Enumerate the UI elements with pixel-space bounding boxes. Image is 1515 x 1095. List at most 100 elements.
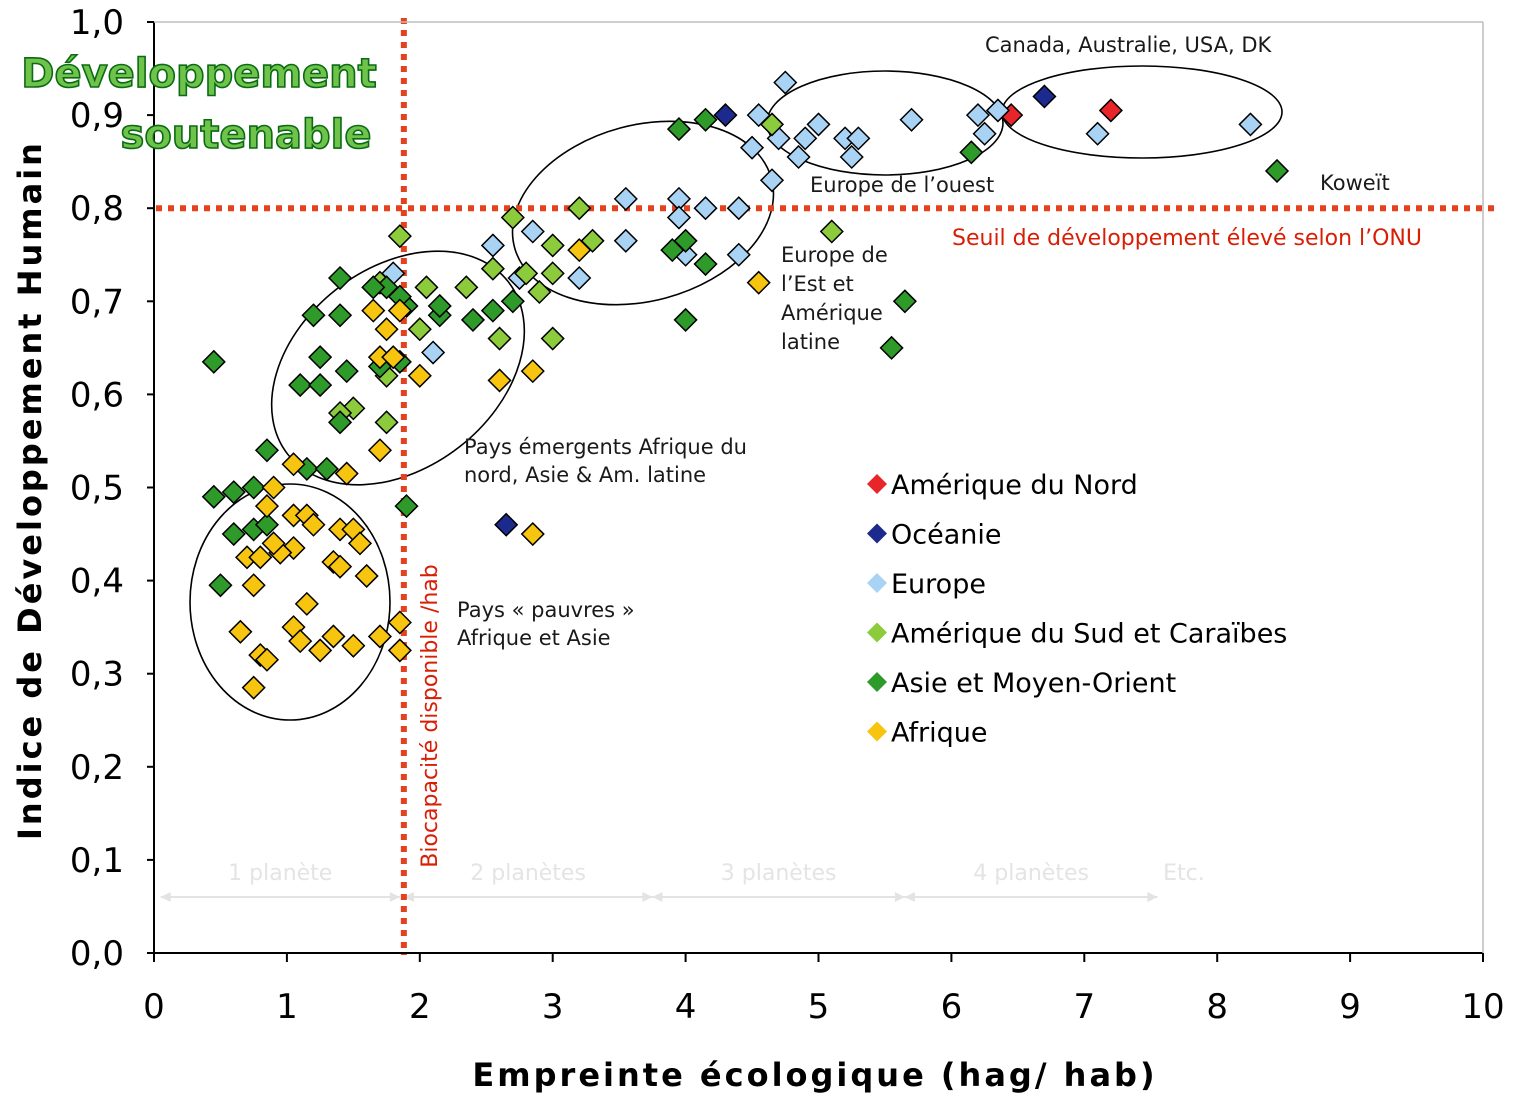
x-tick-label: 2 xyxy=(409,987,431,1027)
planet-arrow-head-left xyxy=(160,892,171,902)
data-point xyxy=(288,373,313,398)
data-point xyxy=(527,279,552,305)
data-point xyxy=(713,103,738,128)
planet-arrow-head-right xyxy=(642,892,653,902)
data-point xyxy=(387,610,412,635)
data-point xyxy=(254,647,280,672)
planet-arrows: 1 planète 2 planètes 3 planètes 4 planètes E… xyxy=(160,861,1205,902)
annotation-emerging: nord, Asie & Am. latine xyxy=(464,463,706,487)
data-point xyxy=(739,135,765,160)
data-point xyxy=(241,675,266,700)
series-am-rique-du-nord xyxy=(999,98,1123,128)
data-point xyxy=(540,261,565,286)
data-point xyxy=(806,112,831,137)
legend-label: Asie et Moyen-Orient xyxy=(891,668,1176,699)
data-point xyxy=(387,224,412,249)
data-point xyxy=(494,512,519,537)
data-point xyxy=(746,270,771,295)
data-point xyxy=(327,265,353,291)
y-tick-label: 0,4 xyxy=(70,562,124,602)
data-point xyxy=(294,591,319,616)
reference-lines xyxy=(156,18,1496,955)
legend-label: Afrique xyxy=(891,718,987,749)
data-point xyxy=(221,480,246,505)
data-point xyxy=(759,112,785,137)
legend-label: Amérique du Sud et Caraïbes xyxy=(891,619,1287,650)
data-point xyxy=(500,289,525,314)
data-point xyxy=(567,196,592,221)
data-point xyxy=(334,359,359,384)
data-point xyxy=(254,438,280,463)
data-point xyxy=(693,251,718,277)
data-point xyxy=(248,545,273,570)
data-point xyxy=(726,196,751,221)
data-point xyxy=(666,205,692,230)
annotations: Développement soutenable Canada, Australie… xyxy=(20,33,1422,868)
data-point xyxy=(500,205,525,230)
data-point xyxy=(334,461,359,486)
data-point xyxy=(613,228,638,253)
data-point xyxy=(613,186,638,211)
y-tick-label: 0,3 xyxy=(70,655,124,695)
legend-marker xyxy=(867,573,887,593)
annotation-east-europe: Amérique xyxy=(781,301,883,325)
data-point xyxy=(1098,98,1123,123)
x-tick-label: 10 xyxy=(1461,987,1504,1027)
data-point xyxy=(288,629,313,654)
planet-arrow-head-left xyxy=(904,892,915,902)
cluster-ellipse xyxy=(1001,65,1283,159)
data-point xyxy=(201,349,226,374)
data-point xyxy=(407,317,432,342)
data-point xyxy=(301,512,326,537)
data-point xyxy=(540,233,565,258)
data-point xyxy=(201,484,226,509)
data-point xyxy=(726,242,751,267)
data-point xyxy=(1032,84,1057,109)
data-point xyxy=(520,359,545,384)
x-tick-label: 4 xyxy=(675,987,697,1027)
legend-item: Asie et Moyen-Orient xyxy=(867,668,1176,699)
data-point xyxy=(819,219,844,244)
y-tick-label: 1,0 xyxy=(70,3,124,43)
data-point xyxy=(480,298,505,323)
data-point xyxy=(301,303,326,328)
y-tick-label: 0,2 xyxy=(70,748,124,788)
data-point xyxy=(480,256,505,281)
cluster-ellipse xyxy=(270,250,526,486)
data-point xyxy=(673,228,698,253)
y-tick-label: 0,8 xyxy=(70,189,124,229)
data-point xyxy=(846,126,871,151)
data-point xyxy=(374,410,399,435)
data-point xyxy=(308,345,333,370)
legend-label: Océanie xyxy=(891,520,1001,551)
data-point xyxy=(254,494,280,519)
data-point xyxy=(1238,112,1263,137)
data-point xyxy=(965,103,991,128)
cluster-ellipse xyxy=(189,483,391,721)
data-point xyxy=(261,531,286,556)
data-point xyxy=(387,638,412,663)
data-point xyxy=(1085,121,1110,146)
data-point xyxy=(487,368,512,393)
data-point xyxy=(693,196,718,221)
y-tick-label: 0,6 xyxy=(70,375,124,415)
data-point xyxy=(773,70,798,95)
planet-label: 3 planètes xyxy=(721,861,837,886)
y-axis-title: Indice de Développement Humain xyxy=(11,140,49,840)
series-europe xyxy=(381,70,1263,365)
y-tick-label: 0,5 xyxy=(70,469,124,509)
planet-label: 1 planète xyxy=(228,861,332,886)
data-point xyxy=(228,619,253,644)
annotation-threshold: Seuil de développement élevé selon l’ONU xyxy=(952,226,1422,251)
data-point xyxy=(520,219,545,244)
x-tick-label: 9 xyxy=(1339,987,1361,1027)
data-point xyxy=(972,121,997,146)
data-point xyxy=(460,307,486,332)
data-point xyxy=(673,307,698,332)
data-point xyxy=(414,275,439,300)
data-point xyxy=(354,563,379,589)
data-point xyxy=(427,293,452,319)
data-point xyxy=(421,340,446,365)
planet-arrow-head-right xyxy=(389,892,400,902)
